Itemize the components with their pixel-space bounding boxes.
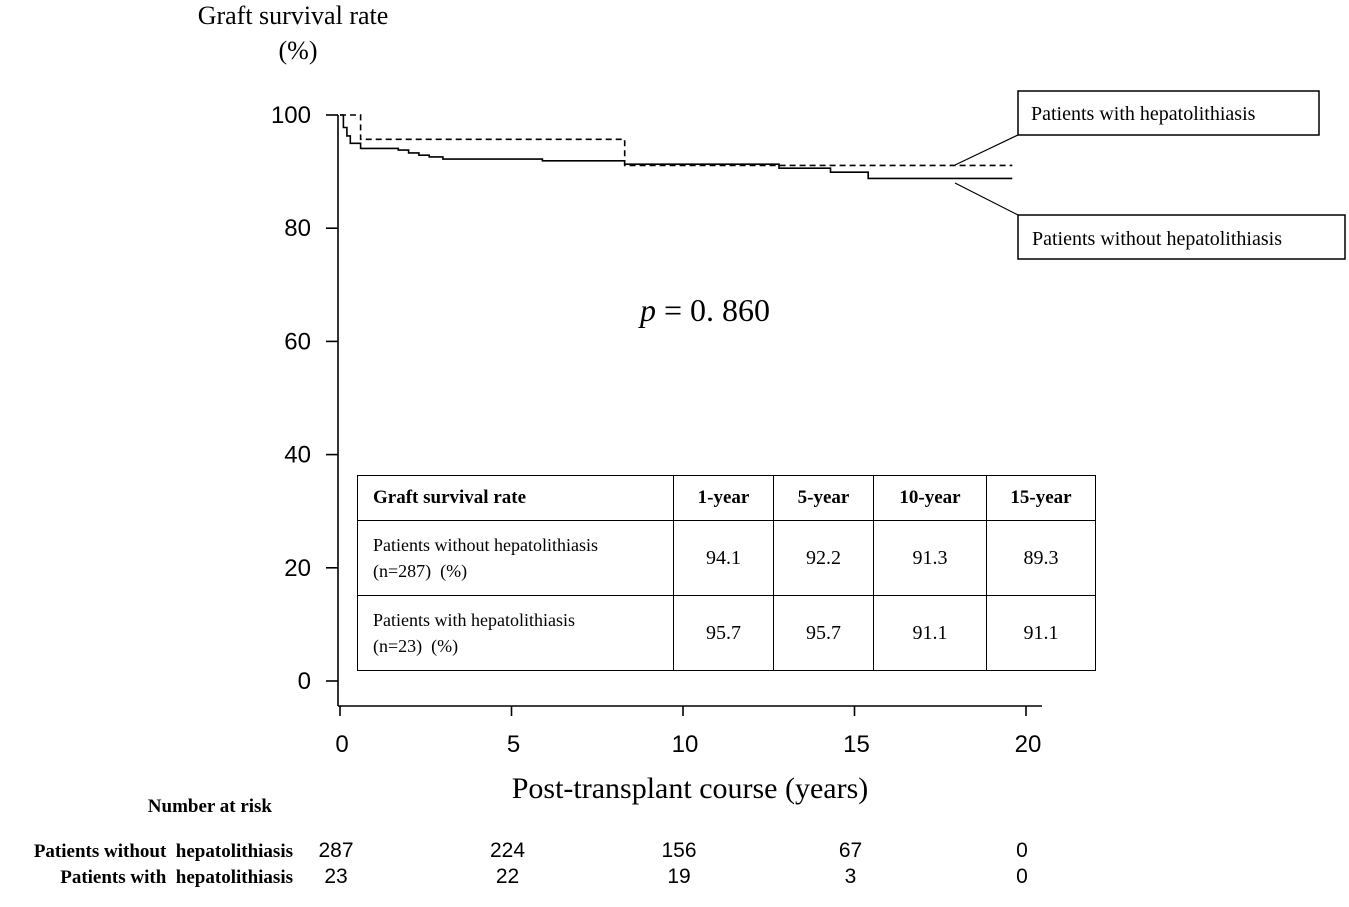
survival-value-without-15-year: 89.3 — [986, 520, 1096, 596]
p-value-text: = 0. 860 — [656, 292, 770, 328]
survival-table-header-row: Graft survival rate 1-year 5-year 10-yea… — [357, 475, 1096, 521]
survival-value-with-10-year: 91.1 — [873, 595, 987, 671]
survival-row-label-with: Patients with hepatolithiasis (n=23) (%) — [357, 595, 674, 671]
risk-counts: 287 224 156 67 0 23 22 19 3 0 — [318, 839, 1027, 888]
legend-label-with: Patients with hepatolithiasis — [1031, 103, 1256, 125]
survival-value-without-1-year: 94.1 — [673, 520, 774, 596]
p-value-symbol: p — [638, 292, 656, 328]
risk-table-title: Number at risk — [148, 796, 273, 817]
survival-row-label-without-line1: Patients without hepatolithiasis — [373, 535, 598, 555]
survival-table-header-15-year: 15-year — [986, 475, 1096, 521]
y-ticks: 0 20 40 60 80 100 — [271, 102, 338, 695]
legend-label-without: Patients without hepatolithiasis — [1032, 228, 1282, 250]
survival-table-header-10-year: 10-year — [873, 475, 987, 521]
risk-count-with-5: 22 — [496, 865, 519, 888]
y-tick-label-100: 100 — [271, 102, 311, 129]
callout-leader-with — [954, 134, 1019, 166]
risk-count-with-15: 3 — [845, 865, 857, 888]
y-tick-label-60: 60 — [284, 328, 311, 355]
x-tick-label-5: 5 — [507, 731, 520, 758]
y-tick-label-20: 20 — [284, 555, 311, 582]
survival-value-with-1-year: 95.7 — [673, 595, 774, 671]
curve-patients-without-hepatolithiasis — [340, 114, 1013, 180]
risk-count-with-10: 19 — [667, 865, 690, 888]
survival-table-row-with: Patients with hepatolithiasis (n=23) (%)… — [357, 595, 1096, 671]
x-tick-label-15: 15 — [843, 731, 870, 758]
p-value-annotation: p = 0. 860 — [638, 292, 770, 328]
survival-table-row-without: Patients without hepatolithiasis (n=287)… — [357, 520, 1096, 596]
curve-patients-with-hepatolithiasis — [340, 114, 1013, 167]
y-tick-label-0: 0 — [298, 668, 311, 695]
survival-row-label-with-line1: Patients with hepatolithiasis — [373, 610, 575, 630]
survival-row-label-with-line2: (n=23) (%) — [373, 636, 459, 656]
survival-rate-table: Graft survival rate 1-year 5-year 10-yea… — [357, 475, 1096, 671]
risk-count-without-20: 0 — [1016, 839, 1028, 862]
x-axis-title: Post-transplant course (years) — [512, 772, 869, 805]
survival-table-header-label: Graft survival rate — [357, 475, 674, 521]
risk-count-without-10: 156 — [661, 839, 696, 862]
survival-row-label-without: Patients without hepatolithiasis (n=287)… — [357, 520, 674, 596]
survival-value-without-10-year: 91.3 — [873, 520, 987, 596]
risk-row-label-without: Patients without hepatolithiasis — [34, 841, 293, 862]
survival-value-with-15-year: 91.1 — [986, 595, 1096, 671]
legend-box-with — [1017, 90, 1320, 136]
survival-value-with-5-year: 95.7 — [773, 595, 874, 671]
legend-box-without — [1017, 214, 1346, 260]
x-tick-label-20: 20 — [1015, 731, 1042, 758]
survival-table-header-1-year: 1-year — [673, 475, 774, 521]
survival-value-without-5-year: 92.2 — [773, 520, 874, 596]
x-ticks: 0 5 10 15 20 — [335, 706, 1041, 758]
callout-leader-without — [954, 182, 1019, 216]
survival-table-header-5-year: 5-year — [773, 475, 874, 521]
risk-row-label-with: Patients with hepatolithiasis — [60, 867, 293, 888]
y-axis-title-line1: Graft survival rate — [198, 1, 389, 30]
survival-row-label-without-line2: (n=287) (%) — [373, 561, 468, 581]
y-axis-title-line2: (%) — [279, 36, 318, 65]
y-tick-label-40: 40 — [284, 442, 311, 469]
risk-count-without-15: 67 — [839, 839, 862, 862]
x-tick-label-10: 10 — [672, 731, 699, 758]
y-tick-label-80: 80 — [284, 215, 311, 242]
x-tick-label-0: 0 — [335, 731, 348, 758]
risk-count-without-0: 287 — [318, 839, 353, 862]
risk-count-without-5: 224 — [490, 839, 525, 862]
risk-count-with-20: 0 — [1016, 865, 1028, 888]
risk-count-with-0: 23 — [324, 865, 347, 888]
